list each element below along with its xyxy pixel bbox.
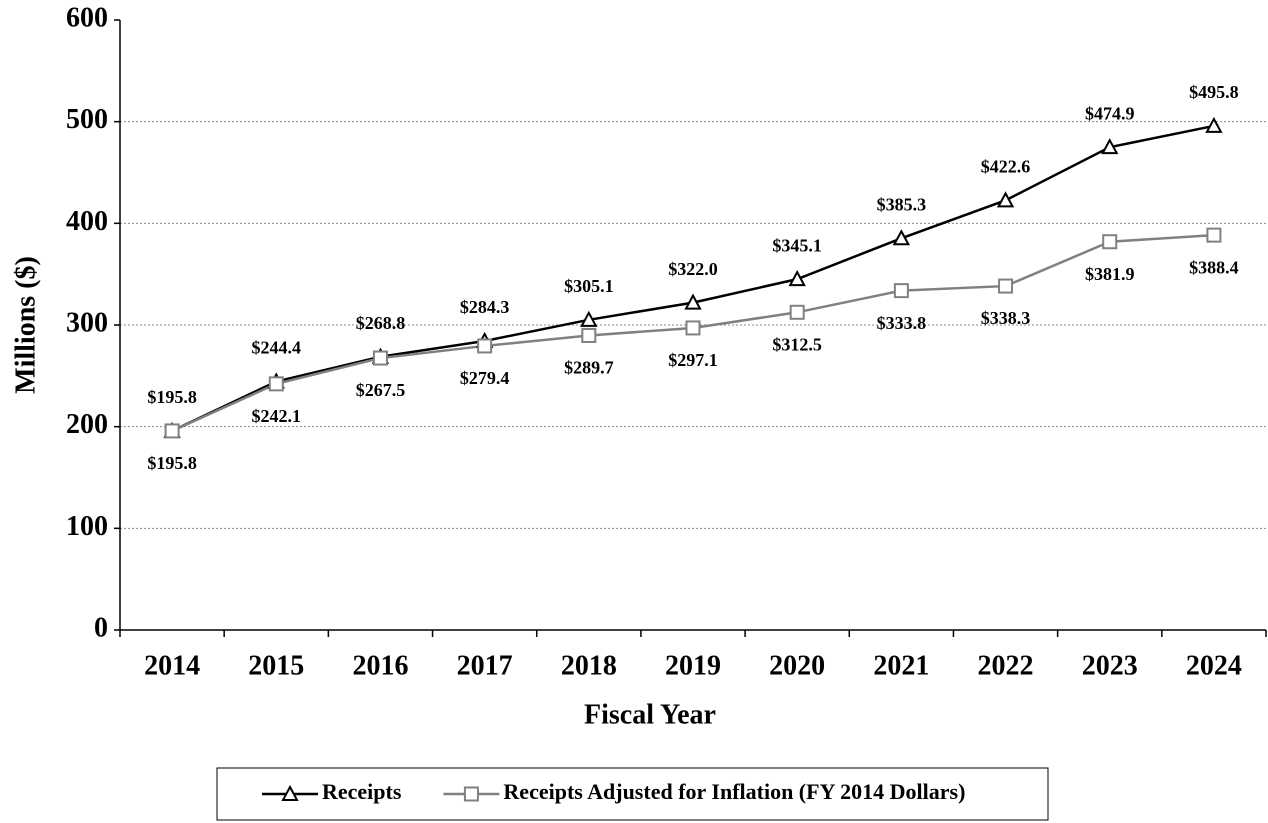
marker: [268, 376, 284, 392]
x-tick-label: 2014: [144, 650, 200, 681]
data-label: $333.8: [877, 313, 927, 333]
x-tick-label: 2019: [665, 650, 721, 681]
data-label: $381.9: [1085, 264, 1135, 284]
marker: [998, 278, 1014, 294]
legend: Receipts Receipts Adjusted for Inflation …: [216, 767, 1049, 821]
marker: [996, 191, 1015, 208]
marker: [1206, 227, 1222, 243]
data-label: $267.5: [356, 380, 406, 400]
marker: [1101, 138, 1119, 155]
x-tick-label: 2016: [352, 650, 408, 681]
data-label: $338.3: [981, 308, 1031, 328]
y-tick-label: 0: [94, 612, 108, 643]
data-label: $284.3: [460, 297, 510, 317]
y-tick-label: 500: [66, 104, 108, 135]
y-tick-label: 300: [66, 307, 108, 338]
data-label: $289.7: [564, 358, 614, 378]
data-label: $474.9: [1085, 103, 1135, 123]
y-axis-title: Millions ($): [10, 256, 41, 394]
data-label: $297.1: [668, 350, 718, 370]
data-label: $268.8: [356, 313, 406, 333]
marker: [788, 270, 806, 287]
data-label: $422.6: [981, 156, 1031, 176]
data-label: $495.8: [1189, 82, 1239, 102]
marker: [164, 423, 180, 439]
x-tick-label: 2018: [561, 650, 617, 681]
x-tick-label: 2017: [457, 650, 513, 681]
x-axis-title: Fiscal Year: [584, 699, 716, 730]
legend-label: Receipts: [322, 779, 402, 804]
data-label: $345.1: [772, 235, 822, 255]
x-tick-label: 2024: [1186, 650, 1242, 681]
data-label: $244.4: [252, 338, 302, 358]
x-tick-label: 2021: [873, 650, 929, 681]
marker: [685, 320, 701, 336]
x-tick-label: 2022: [978, 650, 1034, 681]
y-tick-label: 200: [66, 409, 108, 440]
marker: [1205, 116, 1223, 133]
legend-box: [216, 767, 1049, 821]
marker: [581, 327, 597, 343]
data-label: $322.0: [668, 259, 718, 279]
marker: [684, 293, 702, 310]
y-tick-label: 100: [66, 511, 108, 542]
marker: [892, 229, 911, 246]
y-tick-label: 600: [66, 2, 108, 33]
data-label: $305.1: [564, 276, 614, 296]
data-label: $279.4: [460, 368, 510, 388]
marker: [372, 350, 388, 366]
data-label: $385.3: [877, 194, 927, 214]
data-label: $312.5: [772, 334, 822, 354]
y-tick-label: 400: [66, 206, 108, 237]
x-tick-label: 2020: [769, 650, 825, 681]
data-label: $242.1: [252, 406, 302, 426]
data-label: $388.4: [1189, 257, 1239, 277]
marker: [789, 304, 805, 320]
marker: [281, 784, 299, 801]
marker: [1102, 234, 1118, 250]
marker: [477, 338, 493, 354]
x-tick-label: 2023: [1082, 650, 1138, 681]
marker: [463, 786, 479, 802]
marker: [893, 283, 909, 299]
legend-label: Receipts Adjusted for Inflation (FY 2014…: [503, 779, 965, 804]
marker: [580, 310, 598, 327]
x-tick-label: 2015: [248, 650, 304, 681]
data-label: $195.8: [147, 453, 197, 473]
data-label: $195.8: [147, 387, 197, 407]
